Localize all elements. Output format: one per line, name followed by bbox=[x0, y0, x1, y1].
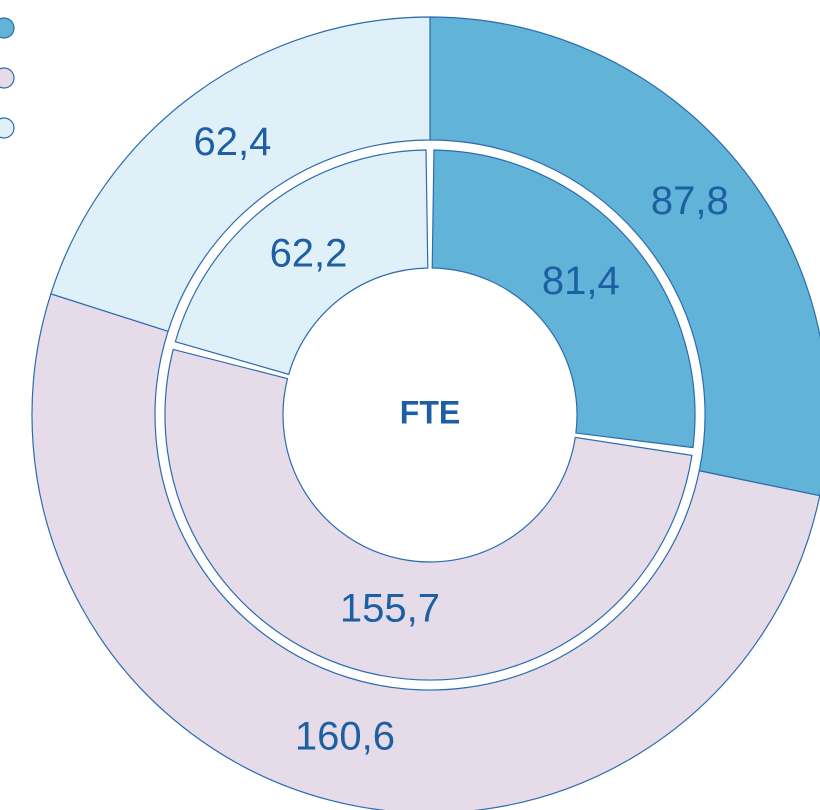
donut-segment bbox=[431, 149, 696, 449]
value-label: 62,4 bbox=[194, 120, 272, 164]
donut-segment bbox=[164, 348, 693, 681]
value-label: 81,4 bbox=[542, 259, 620, 303]
legend-marker bbox=[0, 117, 15, 139]
value-label: 160,6 bbox=[295, 715, 395, 759]
value-label: 87,8 bbox=[651, 179, 729, 223]
legend-marker bbox=[0, 67, 15, 89]
center-label: FTE bbox=[400, 394, 460, 430]
value-label: 155,7 bbox=[340, 587, 440, 631]
donut-segment bbox=[429, 16, 820, 497]
donut-segment bbox=[31, 293, 820, 810]
donut-segment bbox=[50, 16, 431, 333]
legend bbox=[0, 17, 15, 139]
segments bbox=[31, 16, 820, 810]
value-label: 62,2 bbox=[270, 232, 348, 276]
donut-segment bbox=[174, 149, 429, 376]
legend-marker bbox=[0, 17, 15, 39]
